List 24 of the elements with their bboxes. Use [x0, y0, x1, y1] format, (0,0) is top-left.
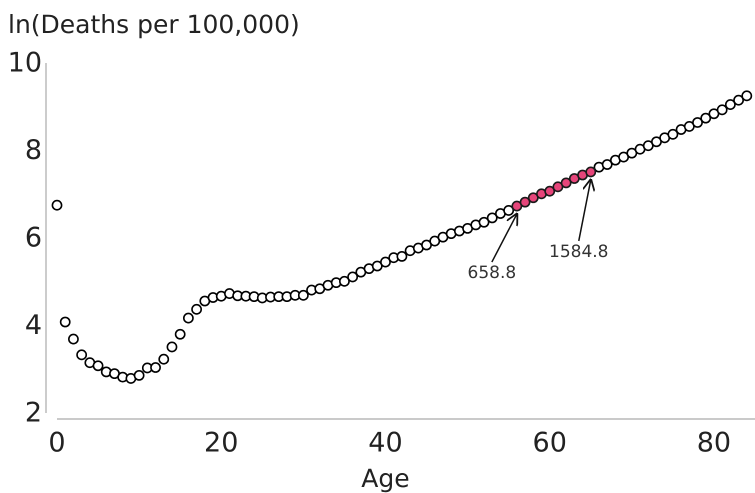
x-tick-label: 0 [48, 428, 66, 458]
y-tick-label: 2 [24, 398, 42, 428]
point [552, 181, 564, 192]
y-tick-label: 4 [24, 310, 42, 341]
x-tick-label: 80 [696, 428, 732, 458]
point [577, 170, 588, 180]
y-axis-title: ln(Deaths per 100,000) [8, 10, 300, 39]
x-tick-label: 60 [532, 428, 567, 458]
y-tick-label: 10 [8, 48, 42, 78]
y-tick-label: 6 [24, 222, 42, 254]
x-axis-title: Age [361, 464, 410, 493]
x-tick-label: 40 [368, 428, 403, 458]
annotation: 1584.8 [549, 242, 609, 262]
point [585, 166, 596, 178]
annotation: 658.8 [468, 263, 516, 284]
point [528, 192, 539, 204]
point [536, 188, 547, 200]
point [568, 173, 580, 184]
point [544, 186, 556, 197]
y-tick-label: 8 [24, 135, 42, 166]
point [520, 196, 530, 208]
point [511, 200, 522, 212]
x-tick-label: 20 [204, 428, 238, 458]
point [560, 177, 572, 188]
